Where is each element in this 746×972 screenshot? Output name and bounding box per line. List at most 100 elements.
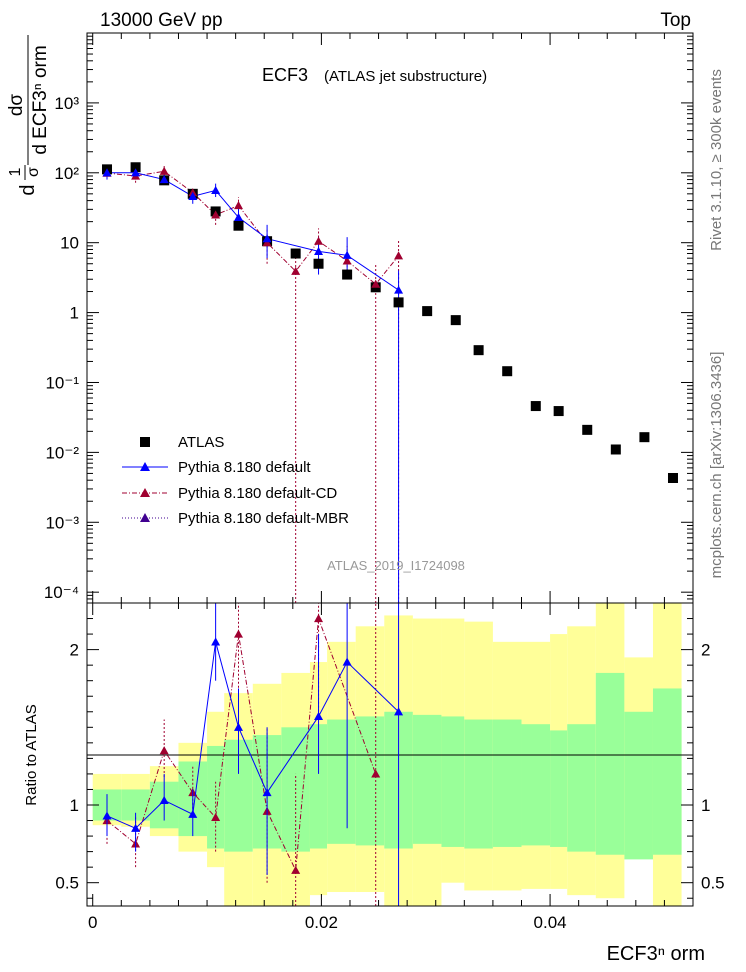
plot-subtitle: (ATLAS jet substructure) (324, 68, 487, 85)
ratio-band-green (207, 745, 225, 849)
x-tick-label: 0.04 (534, 913, 567, 932)
main-series-marker (131, 168, 141, 177)
ratio-y-label: Ratio to ATLAS (23, 704, 40, 805)
main-y-axis: 10⁻⁴ 10⁻³ 10⁻² 10⁻¹ 1 10 10² 10³ (44, 32, 693, 604)
main-series-line (107, 172, 399, 291)
ratio-y-tick-label: 2 (70, 641, 79, 660)
atlas-data-point (473, 345, 484, 356)
legend-label-atlas: ATLAS (178, 434, 224, 451)
atlas-data-point (130, 162, 141, 173)
atlas-data-point (233, 220, 244, 231)
y-label-top: dσ (6, 94, 27, 117)
ratio-y-tick-label-right: 0.5 (701, 874, 725, 893)
ratio-band-green (567, 724, 596, 852)
ratio-y-tick-label-right: 2 (701, 641, 710, 660)
main-series-marker (211, 185, 221, 194)
process-label: Top (660, 10, 691, 31)
ratio-series-marker (211, 812, 221, 822)
y-label-prefix-top: 1 (7, 167, 24, 176)
atlas-data-point (582, 424, 593, 435)
ratio-band-green (652, 688, 682, 855)
y-label-bottom: d ECF3ⁿ orm (30, 45, 51, 154)
atlas-data-point (502, 366, 513, 377)
main-y-label: d 1 σ dσ d ECF3ⁿ orm (6, 35, 51, 196)
main-series-marker (394, 285, 404, 294)
ratio-series-marker (211, 637, 221, 646)
ratio-band-green (441, 716, 465, 847)
ratio-x-axis: 0 0.02 0.04 (88, 603, 665, 932)
main-y-tick-label: 10² (54, 164, 79, 183)
main-y-tick-label: 10 (60, 234, 79, 253)
ratio-y-tick-label: 0.5 (55, 874, 79, 893)
legend-label-default-cd: Pythia 8.180 default-CD (178, 485, 337, 502)
main-series-marker (262, 234, 272, 243)
ratio-band-green (550, 730, 568, 847)
ratio-series-marker (371, 769, 381, 778)
ratio-band-green (412, 714, 442, 844)
ratio-y-tick-label: 1 (70, 796, 79, 815)
ratio-series-marker (342, 657, 352, 666)
ratio-series-marker (314, 614, 324, 623)
main-series-marker (342, 250, 352, 259)
main-x-ticks (92, 33, 665, 603)
ratio-series-marker (262, 788, 272, 797)
main-y-tick-label: 10⁻² (45, 443, 79, 462)
y-label-prefix-d: d (17, 184, 39, 195)
atlas-data-point (342, 269, 353, 280)
ratio-series-marker (234, 629, 243, 638)
y-label-prefix-bottom: σ (25, 167, 42, 177)
main-y-tick-label: 1 (70, 304, 79, 323)
ratio-band-green (624, 711, 653, 860)
ratio-y-axis: 0.5 0.5 1 1 2 2 (55, 618, 725, 899)
main-series-marker (291, 266, 301, 275)
main-series-marker (342, 256, 352, 265)
ratio-y-tick-label-right: 1 (701, 796, 710, 815)
main-series-marker (314, 246, 324, 256)
main-plot-panel: 10⁻⁴ 10⁻³ 10⁻² 10⁻¹ 1 10 10² 10³ ECF3 (ATLAS je… (6, 32, 694, 604)
x-axis-label: ECF3ⁿ orm (607, 943, 705, 965)
ratio-band-green (521, 724, 551, 846)
legend-label-default: Pythia 8.180 default (178, 459, 311, 476)
main-series-marker (211, 210, 221, 219)
analysis-id-label: ATLAS_2019_I1724098 (327, 558, 465, 573)
ratio-series-marker (314, 711, 324, 721)
legend-marker-default-cd (140, 488, 150, 497)
main-series-marker (371, 279, 381, 288)
atlas-data-point (313, 258, 324, 269)
atlas-data-point (290, 248, 301, 259)
ratio-band-green (464, 719, 493, 849)
main-series-marker (159, 175, 169, 184)
ratio-uncertainty-bands (92, 603, 682, 906)
ratio-series-marker (234, 722, 243, 731)
ratio-band-green (595, 672, 625, 855)
legend-label-default-mbr: Pythia 8.180 default-MBR (178, 510, 349, 527)
main-series-marker (159, 166, 169, 175)
ratio-series-line (106, 641, 399, 829)
main-marks (102, 162, 678, 603)
ratio-series-marker (394, 707, 404, 716)
atlas-data-point (450, 315, 461, 326)
ratio-band-green (355, 716, 385, 846)
main-y-tick-label: 10⁻¹ (45, 373, 79, 392)
atlas-data-point (610, 444, 621, 455)
atlas-data-point (553, 406, 564, 417)
plot-title: ECF3 (262, 65, 308, 85)
atlas-data-point (639, 432, 650, 443)
legend-marker-default-mbr (140, 513, 150, 522)
main-series-marker (394, 251, 404, 260)
main-y-tick-label: 10⁻⁴ (44, 583, 79, 602)
ratio-series-marker (159, 795, 169, 804)
mcplots-url-label: mcplots.cern.ch [arXiv:1306.3436] (708, 352, 725, 579)
energy-label: 13000 GeV pp (100, 10, 223, 31)
ratio-series-marker (159, 746, 169, 755)
ratio-series-marker (291, 865, 301, 874)
main-series-marker (188, 191, 198, 200)
ratio-marks (102, 603, 404, 906)
legend-marker-atlas (140, 437, 150, 447)
main-y-tick-label: 10⁻³ (45, 513, 79, 532)
main-series-line (106, 170, 399, 285)
atlas-data-point (422, 306, 433, 317)
ratio-series-marker (188, 809, 198, 818)
ratio-series-line (106, 618, 377, 873)
